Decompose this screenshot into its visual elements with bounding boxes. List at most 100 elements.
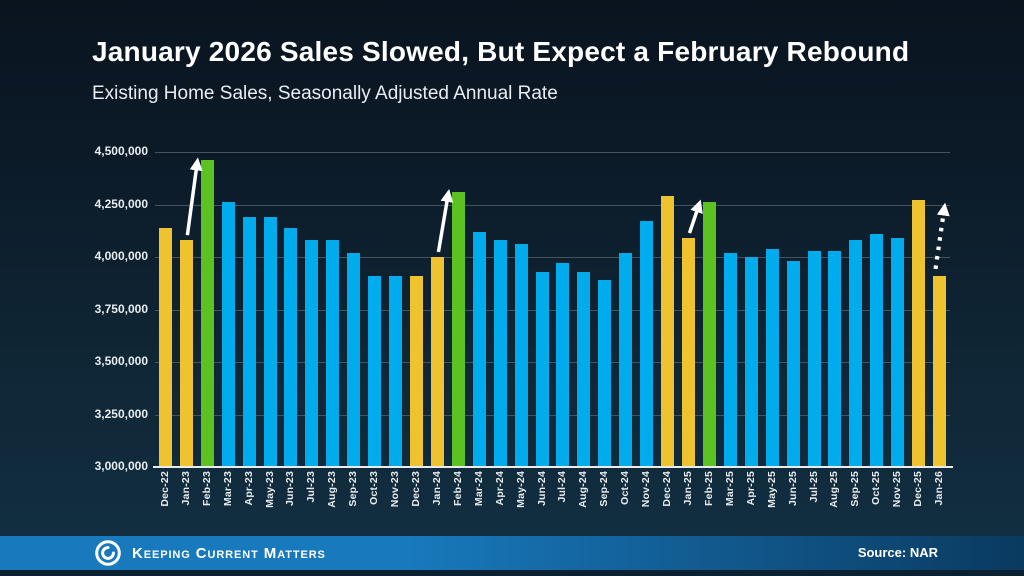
x-axis-label: Oct-25	[870, 471, 883, 505]
y-axis-label: 4,250,000	[94, 196, 148, 211]
x-axis-label: Jan-23	[179, 471, 192, 506]
bar-Apr-24	[493, 240, 507, 467]
x-axis-label: Apr-24	[493, 471, 506, 506]
x-axis-label: Feb-25	[702, 471, 715, 507]
x-axis-label: Mar-24	[472, 471, 485, 507]
bar-Sep-25	[849, 240, 863, 467]
bar-Feb-25	[702, 202, 716, 467]
bar-Dec-22	[158, 227, 172, 467]
gridline	[155, 152, 950, 153]
x-axis-label: Oct-24	[619, 471, 632, 505]
bar-Dec-24	[661, 196, 675, 467]
x-axis-label: Oct-23	[368, 471, 381, 505]
y-axis-label: 4,000,000	[94, 249, 148, 263]
bar-Oct-23	[368, 275, 382, 467]
x-axis-label: May-24	[514, 471, 527, 508]
x-axis-label: Apr-25	[744, 471, 757, 506]
bar-May-23	[263, 217, 277, 467]
chart-title: January 2026 Sales Slowed, But Expect a …	[92, 36, 910, 67]
x-axis-label: Aug-23	[326, 471, 339, 508]
bar-Jun-25	[786, 261, 800, 467]
bar-Jan-26	[933, 275, 947, 467]
gridline	[155, 204, 950, 206]
x-axis-label: Sep-23	[347, 471, 360, 507]
bar-May-24	[514, 244, 528, 467]
bar-Nov-23	[389, 275, 403, 467]
bar-Jul-25	[807, 250, 821, 467]
kcm-logo-icon	[95, 540, 121, 566]
x-axis-label: Mar-23	[221, 471, 234, 507]
x-axis-label: Feb-23	[200, 471, 213, 507]
bar-Nov-24	[640, 221, 654, 467]
chart-subtitle: Existing Home Sales, Seasonally Adjusted…	[92, 83, 558, 104]
y-axis-label: 3,250,000	[94, 406, 148, 421]
bar-Jun-24	[535, 271, 549, 467]
x-axis-label: Jun-25	[786, 471, 799, 507]
bar-Apr-23	[242, 217, 256, 467]
x-axis-label: Jul-23	[305, 471, 318, 503]
x-axis-label: Feb-24	[451, 471, 464, 507]
gridline	[155, 414, 950, 416]
gridline	[155, 309, 950, 311]
source-label: Source: NAR	[857, 545, 938, 560]
x-axis-label: Nov-25	[891, 471, 904, 508]
footer-bottom-strip	[0, 570, 1024, 576]
x-axis-label: Dec-24	[661, 471, 674, 507]
x-axis-label: Mar-25	[723, 471, 736, 507]
bar-Feb-23	[200, 160, 214, 467]
bar-May-25	[765, 248, 779, 467]
footer-bar	[0, 536, 1024, 570]
gridline	[155, 257, 950, 258]
bar-Jul-23	[305, 240, 319, 467]
x-axis-label: Jan-24	[430, 471, 443, 506]
y-axis-label: 4,500,000	[94, 144, 148, 158]
brand-name: Keeping Current Matters	[132, 545, 326, 562]
bar-Jun-23	[284, 227, 298, 467]
arrow-annotation	[436, 188, 454, 253]
bar-Mar-23	[221, 202, 235, 467]
bar-Feb-24	[451, 191, 465, 467]
bar-Aug-23	[326, 240, 340, 467]
x-axis-label: Nov-23	[389, 471, 402, 508]
x-axis-label: Aug-25	[828, 471, 841, 508]
bar-Jul-24	[556, 263, 570, 467]
arrow-annotation	[687, 199, 703, 234]
x-axis-line	[153, 466, 953, 468]
bar-Mar-25	[723, 252, 737, 467]
bar-Nov-25	[891, 238, 905, 467]
x-axis-label: Nov-24	[640, 471, 653, 508]
x-axis-label: Dec-25	[912, 471, 925, 507]
bar-Sep-24	[598, 280, 612, 467]
x-axis-label: May-23	[263, 471, 276, 508]
x-axis-label: Aug-24	[577, 471, 590, 508]
bar-Jan-23	[179, 240, 193, 467]
bar-Sep-23	[347, 252, 361, 467]
bar-Jan-24	[430, 257, 444, 467]
x-axis-label: Sep-25	[849, 471, 862, 507]
bar-Aug-25	[828, 250, 842, 467]
bar-Aug-24	[577, 271, 591, 467]
bar-Dec-23	[410, 275, 423, 467]
bar-Jan-25	[681, 238, 695, 467]
bar-Oct-25	[870, 233, 884, 467]
y-axis-label: 3,750,000	[94, 301, 148, 316]
x-axis-label: May-25	[765, 471, 778, 508]
x-axis-label: Sep-24	[598, 471, 611, 507]
x-axis-label: Dec-23	[410, 471, 422, 507]
x-axis-label: Jun-24	[535, 471, 548, 507]
x-axis-label: Jan-26	[933, 471, 946, 506]
arrow-annotation	[185, 157, 203, 236]
x-axis-label: Jul-24	[556, 471, 569, 503]
gridline	[155, 362, 950, 363]
bar-Apr-25	[744, 257, 758, 467]
x-axis-label: Jan-25	[681, 471, 694, 506]
chart-plot	[153, 152, 953, 468]
x-axis-label: Apr-23	[242, 471, 255, 506]
x-axis-label: Jul-25	[807, 471, 820, 503]
y-axis-label: 3,500,000	[94, 354, 148, 368]
x-axis-label: Jun-23	[284, 471, 297, 507]
bar-Oct-24	[619, 252, 633, 467]
dotted-arrow-annotation	[933, 202, 950, 270]
x-axis-label: Dec-22	[158, 471, 171, 507]
